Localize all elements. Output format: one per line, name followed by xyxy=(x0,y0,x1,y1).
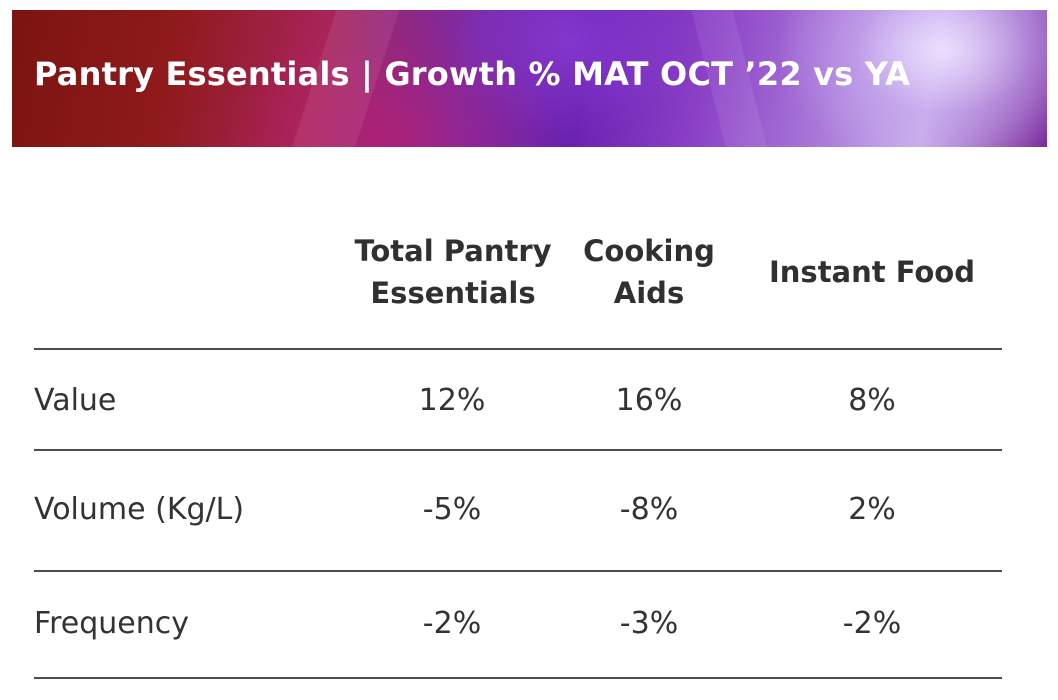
column-header-line: Aids xyxy=(613,276,685,310)
column-header-instant-food: Instant Food xyxy=(752,251,992,293)
row-divider xyxy=(34,570,1002,572)
chart-title: Pantry Essentials | Growth % MAT OCT ’22… xyxy=(34,55,911,93)
column-header-total-pantry-essentials: Total Pantry Essentials xyxy=(342,230,564,314)
column-header-line: Total Pantry xyxy=(354,234,552,268)
data-cell: 16% xyxy=(615,383,683,418)
column-header-line: Essentials xyxy=(370,276,536,310)
row-label: Value xyxy=(34,383,117,418)
data-cell: -2% xyxy=(422,606,482,641)
column-header-line: Cooking xyxy=(583,234,715,268)
row-divider xyxy=(34,449,1002,451)
data-cell: -8% xyxy=(619,492,679,527)
data-cell: -3% xyxy=(619,606,679,641)
row-label: Frequency xyxy=(34,606,189,641)
column-header-cooking-aids: Cooking Aids xyxy=(572,230,726,314)
data-cell: 12% xyxy=(418,383,486,418)
row-label: Volume (Kg/L) xyxy=(34,492,245,527)
data-cell: -2% xyxy=(842,606,902,641)
column-header-line: Instant Food xyxy=(769,255,975,289)
title-banner: Pantry Essentials | Growth % MAT OCT ’22… xyxy=(12,10,1047,147)
data-cell: -5% xyxy=(422,492,482,527)
data-cell: 2% xyxy=(848,492,896,527)
table-bottom-rule xyxy=(34,677,1002,679)
header-divider xyxy=(34,348,1002,350)
data-cell: 8% xyxy=(848,383,896,418)
